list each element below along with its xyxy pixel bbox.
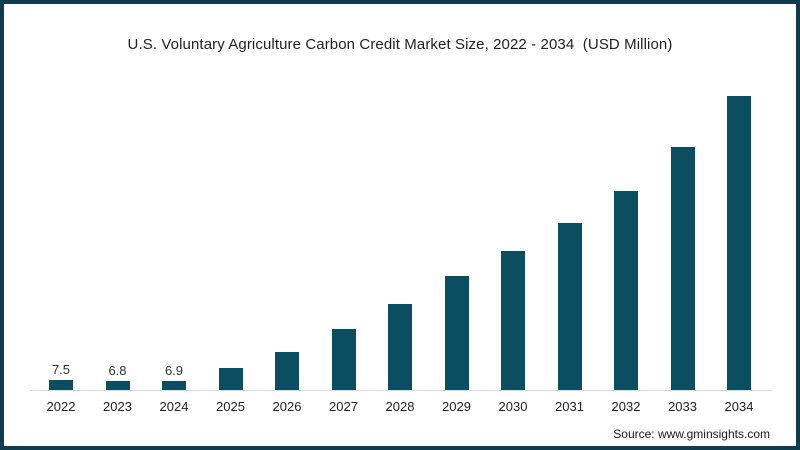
x-axis-tick-2034: 2034 bbox=[724, 399, 754, 414]
x-axis-tick-2031: 2031 bbox=[555, 399, 584, 414]
bar-2033 bbox=[670, 147, 695, 390]
bar-2034 bbox=[727, 96, 751, 390]
plot-area: 7.5 2022 6.8 2023 6.9 2024 2025 2026 2027 2028 202… bbox=[30, 91, 772, 414]
x-axis-tick-2029: 2029 bbox=[442, 399, 471, 414]
source-credit: Source: www.gminsights.com bbox=[613, 427, 770, 441]
bar-2030 bbox=[501, 251, 525, 390]
x-axis-tick-2024: 2024 bbox=[159, 399, 189, 414]
bar-2027 bbox=[331, 329, 356, 390]
x-axis-line bbox=[30, 390, 772, 391]
x-axis-tick-2030: 2030 bbox=[498, 399, 528, 414]
bar-2032 bbox=[614, 191, 638, 390]
bar-2029 bbox=[444, 276, 469, 390]
x-axis-tick-2023: 2023 bbox=[103, 399, 132, 414]
bar-2026 bbox=[275, 352, 299, 390]
bar-2024 bbox=[162, 381, 186, 390]
x-axis-tick-2026: 2026 bbox=[272, 399, 302, 414]
bar-2031 bbox=[557, 223, 582, 390]
x-axis-tick-2028: 2028 bbox=[385, 399, 415, 414]
bar-value-label-2022: 7.5 bbox=[51, 362, 71, 377]
bar-value-label-2024: 6.9 bbox=[164, 363, 184, 378]
bar-2022 bbox=[49, 380, 73, 390]
bar-2025 bbox=[218, 368, 243, 390]
x-axis-tick-2033: 2033 bbox=[668, 399, 697, 414]
bar-value-label-2023: 6.8 bbox=[108, 363, 127, 378]
x-axis-tick-2032: 2032 bbox=[611, 399, 641, 414]
chart-title: U.S. Voluntary Agriculture Carbon Credit… bbox=[127, 36, 673, 53]
x-axis-tick-2022: 2022 bbox=[46, 399, 76, 414]
bar-2023 bbox=[105, 381, 130, 390]
bar-2028 bbox=[388, 304, 412, 390]
x-axis-tick-2027: 2027 bbox=[329, 399, 358, 414]
x-axis-tick-2025: 2025 bbox=[216, 399, 245, 414]
